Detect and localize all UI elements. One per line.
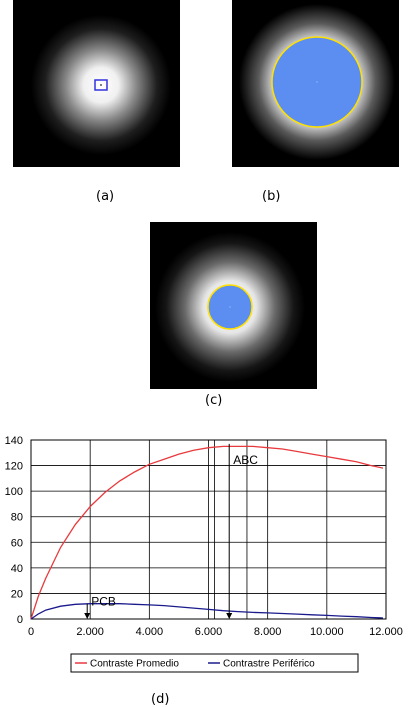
x-tick-label: 2.000 <box>76 626 104 638</box>
annotation-arrowhead <box>84 613 91 619</box>
x-tick-label: 6.000 <box>195 626 223 638</box>
caption-d: (d) <box>151 692 170 707</box>
legend-label: Contrastre Periférico <box>223 659 315 670</box>
series-line-1 <box>30 445 384 620</box>
y-tick-label: 120 <box>5 461 23 473</box>
chart-annotations: ABC PCB <box>84 443 258 619</box>
chart-legend: Contraste Promedio Contrastre Periférico <box>70 653 359 673</box>
caption-c: (c) <box>205 393 223 408</box>
legend-label: Contraste Promedio <box>90 659 179 670</box>
y-tick-label: 20 <box>11 588 23 600</box>
chart-series <box>30 445 384 620</box>
x-tick-label: 0 <box>28 626 34 638</box>
y-tick-label: 60 <box>11 537 23 549</box>
panel-a-image <box>13 0 180 167</box>
y-tick-label: 100 <box>5 486 23 498</box>
annotation-label: PCB <box>91 595 116 609</box>
series-line-2 <box>30 603 384 620</box>
x-tick-label: 12.000 <box>369 626 403 638</box>
y-tick-label: 40 <box>11 563 23 575</box>
y-tick-label: 140 <box>5 435 23 447</box>
y-tick-labels: 0 20 40 60 80 100 120 140 <box>5 435 23 626</box>
panel-c-image <box>150 222 317 389</box>
roi-box <box>94 79 108 91</box>
x-tick-label: 4.000 <box>136 626 164 638</box>
x-tick-labels: 0 2.000 4.000 6.000 8.000 10.000 12.000 <box>28 626 403 638</box>
caption-a: (a) <box>96 189 115 204</box>
x-tick-label: 8.000 <box>254 626 282 638</box>
y-tick-label: 0 <box>17 614 23 626</box>
y-tick-label: 80 <box>11 512 23 524</box>
chart-grid <box>30 439 387 620</box>
contrast-chart: 0 20 40 60 80 100 120 140 0 2.000 4.000 6.000 8.000… <box>5 435 403 673</box>
caption-b: (b) <box>262 189 281 204</box>
x-tick-label: 10.000 <box>310 626 344 638</box>
panel-b-image <box>232 0 399 167</box>
annotation-arrowhead <box>226 613 233 619</box>
annotation-label: ABC <box>233 453 258 467</box>
